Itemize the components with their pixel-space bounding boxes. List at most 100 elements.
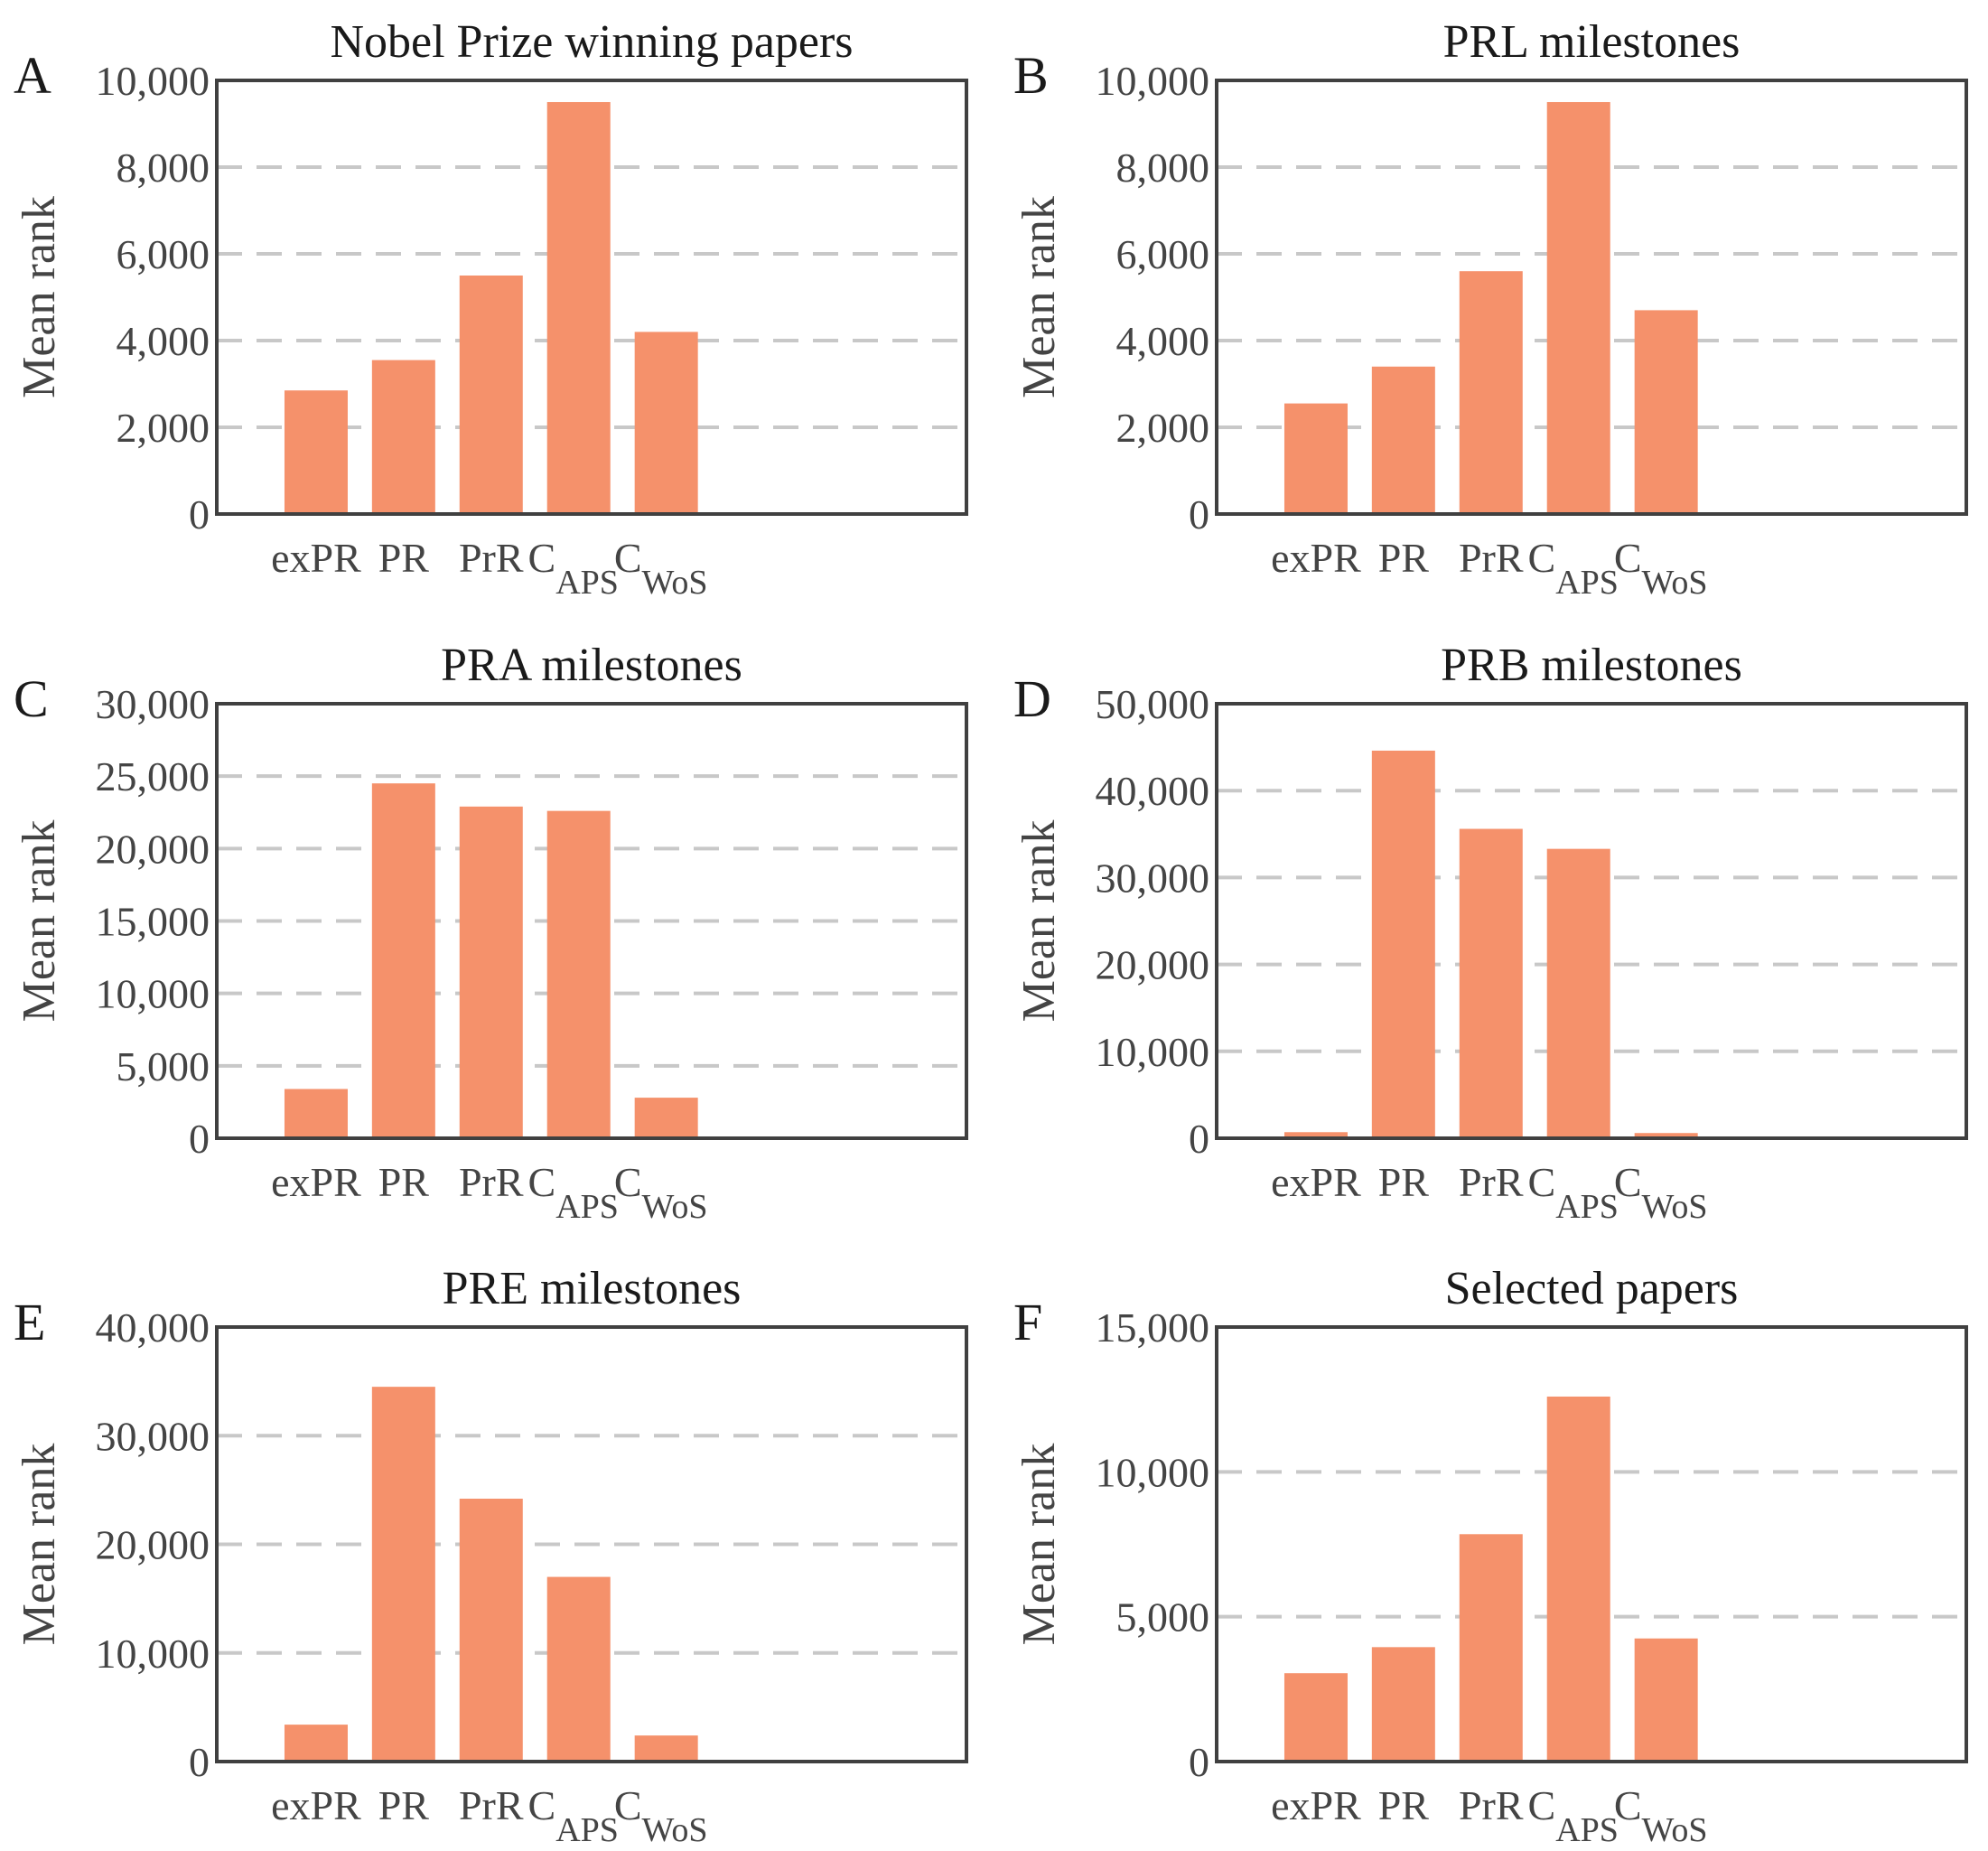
- x-tick-main: C: [1528, 1782, 1556, 1828]
- y-tick-label: 20,000: [96, 1522, 210, 1568]
- y-tick-label: 30,000: [96, 1413, 210, 1459]
- x-tick-label: exPR: [1271, 535, 1361, 581]
- x-tick-label: CWoS: [1614, 1159, 1708, 1226]
- x-tick-label: CWoS: [614, 1159, 708, 1226]
- x-tick-label: CAPS: [1528, 535, 1619, 602]
- x-tick-label: PR: [1378, 1159, 1430, 1205]
- x-tick-subscript: WoS: [642, 1811, 708, 1849]
- panel-letter: A: [14, 46, 51, 105]
- y-tick-label: 15,000: [96, 899, 210, 945]
- chart-title: PRB milestones: [1441, 640, 1742, 691]
- y-tick-label: 5,000: [117, 1043, 210, 1089]
- x-tick-label: CAPS: [528, 1159, 619, 1226]
- plot-frame: [1215, 79, 1968, 516]
- x-tick-main: C: [614, 535, 642, 581]
- x-tick-main: C: [1528, 535, 1556, 581]
- x-tick-main: C: [614, 1159, 642, 1205]
- bar: [634, 332, 698, 514]
- y-tick-label: 50,000: [1096, 681, 1210, 727]
- y-tick-label: 25,000: [96, 753, 210, 799]
- panel-d: 0 10,000 20,000 30,000 40,000 50,000 exPR PR PrR…: [1013, 640, 1968, 1226]
- y-tick-label: 4,000: [117, 318, 210, 364]
- y-tick-label: 10,000: [96, 58, 210, 104]
- x-tick-subscript: APS: [555, 1811, 619, 1849]
- plot-frame: [215, 1325, 968, 1763]
- x-tick-label: CAPS: [528, 1782, 619, 1849]
- bar: [634, 1735, 698, 1762]
- y-tick-label: 10,000: [96, 971, 210, 1017]
- bar: [371, 783, 435, 1138]
- chart-title: PRE milestones: [443, 1263, 742, 1314]
- y-tick-label: 0: [189, 491, 210, 538]
- x-tick-label: exPR: [1271, 1782, 1361, 1828]
- bar: [1283, 403, 1348, 514]
- x-tick-label: PR: [378, 1782, 430, 1828]
- bar: [1634, 1133, 1698, 1138]
- x-tick-label: CAPS: [1528, 1159, 1619, 1226]
- bar: [371, 360, 435, 514]
- x-tick-label: PrR: [459, 535, 524, 581]
- x-tick-label: PR: [378, 535, 430, 581]
- y-tick-label: 20,000: [1096, 942, 1210, 988]
- x-tick-subscript: APS: [1555, 564, 1619, 602]
- x-tick-label: PR: [378, 1159, 430, 1205]
- x-tick-main: C: [1614, 1782, 1642, 1828]
- x-tick-subscript: WoS: [1642, 1811, 1708, 1849]
- bar: [1459, 1534, 1523, 1762]
- bar: [459, 276, 523, 514]
- panel-letter: E: [14, 1293, 45, 1351]
- bar: [1546, 1396, 1610, 1762]
- y-axis-label: Mean rank: [14, 196, 65, 398]
- x-tick-label: exPR: [271, 1159, 361, 1205]
- x-tick-main: C: [528, 1159, 556, 1205]
- bar: [1634, 1638, 1698, 1762]
- plot-frame: [215, 702, 968, 1140]
- bar: [371, 1387, 435, 1762]
- x-tick-label: CWoS: [614, 535, 708, 602]
- y-tick-label: 0: [189, 1739, 210, 1785]
- bar: [546, 810, 611, 1138]
- y-axis-label: Mean rank: [1013, 1444, 1065, 1646]
- panel-letter: D: [1013, 669, 1051, 728]
- y-tick-label: 10,000: [1096, 1029, 1210, 1075]
- y-tick-label: 6,000: [117, 231, 210, 277]
- plot-frame: [1215, 702, 1968, 1140]
- y-tick-label: 6,000: [1116, 231, 1210, 277]
- y-tick-label: 8,000: [1116, 145, 1210, 191]
- x-tick-label: CWoS: [1614, 535, 1708, 602]
- bar: [1371, 1647, 1435, 1762]
- bar: [1546, 102, 1610, 514]
- x-tick-main: C: [1614, 535, 1642, 581]
- y-tick-label: 40,000: [96, 1304, 210, 1351]
- x-tick-subscript: APS: [1555, 1811, 1619, 1849]
- y-tick-label: 10,000: [96, 1631, 210, 1677]
- y-tick-label: 40,000: [1096, 768, 1210, 814]
- x-tick-label: exPR: [271, 535, 361, 581]
- panel-letter: C: [14, 669, 49, 728]
- bar: [1283, 1132, 1348, 1138]
- x-tick-label: exPR: [1271, 1159, 1361, 1205]
- plot-frame: [1215, 1325, 1968, 1763]
- x-tick-label: PrR: [1459, 1159, 1524, 1205]
- y-axis-label: Mean rank: [14, 820, 65, 1023]
- bar: [1371, 750, 1435, 1138]
- y-tick-label: 5,000: [1116, 1594, 1210, 1641]
- chart-title: PRL milestones: [1443, 16, 1741, 68]
- y-axis-label: Mean rank: [1013, 820, 1065, 1023]
- x-tick-label: PR: [1378, 1782, 1430, 1828]
- y-tick-label: 2,000: [1116, 405, 1210, 451]
- x-tick-label: CWoS: [614, 1782, 708, 1849]
- bar: [284, 1725, 348, 1762]
- bar: [546, 1576, 611, 1762]
- x-tick-subscript: APS: [1555, 1188, 1619, 1226]
- bar: [284, 390, 348, 514]
- x-tick-label: PrR: [1459, 535, 1524, 581]
- x-tick-label: PR: [1378, 535, 1430, 581]
- chart-title: PRA milestones: [441, 640, 742, 691]
- y-tick-label: 2,000: [117, 405, 210, 451]
